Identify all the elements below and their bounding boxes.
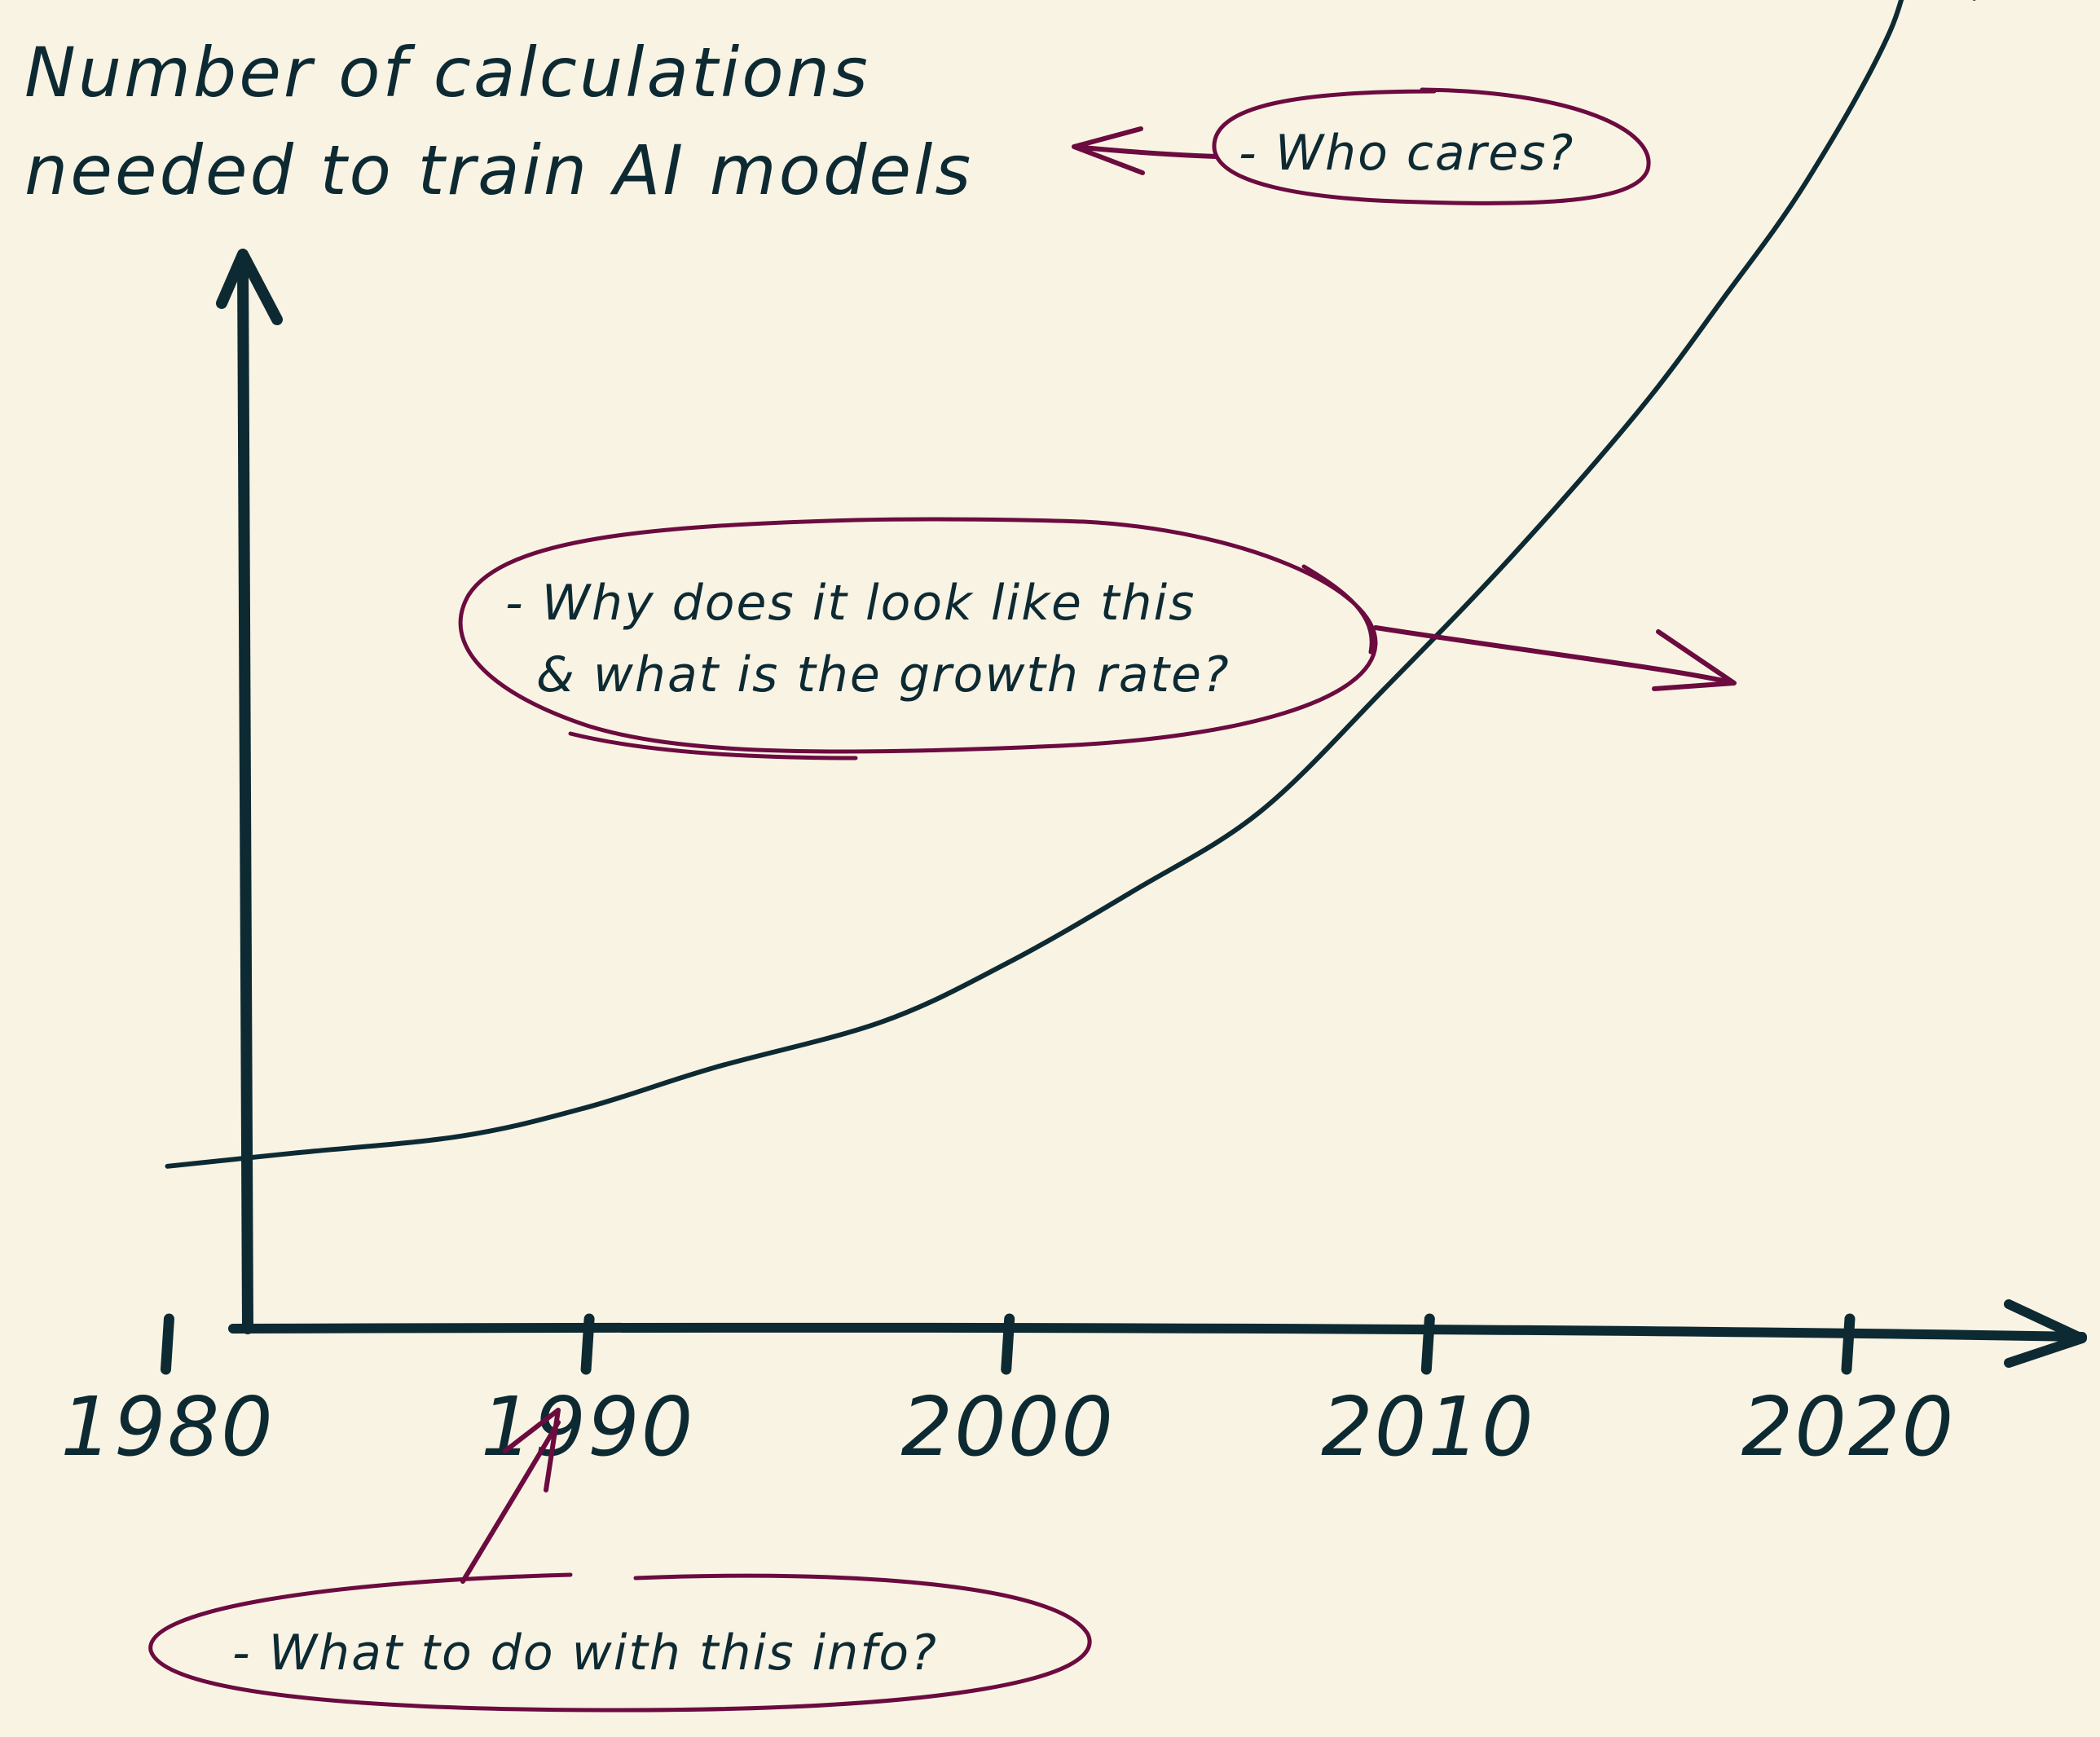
annotation-why-arrow [1373, 625, 1737, 691]
x-tick-2000 [1001, 1313, 1015, 1375]
x-tick-2010 [1420, 1313, 1435, 1375]
annotation-what-to-do-text: - What to do with this info? [232, 1625, 938, 1682]
annotation-who-cares-text: - Who cares? [1239, 125, 1574, 182]
annotation-what-to-do: - What to do with this info? [148, 1408, 1092, 1713]
annotation-why-line-2: & what is the growth rate? [536, 646, 1231, 703]
series-line [165, 0, 1976, 1169]
annotation-who-cares-arrow [1072, 126, 1218, 175]
y-axis-arrowhead [216, 249, 283, 325]
annotation-who-cares-ellipse [1212, 87, 1651, 205]
annotation-why-line-1: - Why does it look like this [505, 575, 1195, 632]
y-axis-line [237, 255, 253, 1334]
annotation-what-to-do-arrow [460, 1408, 561, 1584]
chart-title-line-2: needed to train AI models [24, 130, 973, 210]
x-tick-1990 [580, 1313, 595, 1375]
annotation-why: - Why does it look like this & what is t… [458, 517, 1737, 760]
x-tick-label-2020: 2020 [1741, 1379, 1956, 1475]
x-axis-line [228, 1322, 2087, 1342]
x-tick-label-2010: 2010 [1321, 1379, 1535, 1475]
x-tick-1980 [160, 1313, 174, 1375]
x-tick-label-1980: 1980 [60, 1379, 275, 1475]
x-tick-2020 [1841, 1313, 1856, 1375]
annotation-why-ellipse [458, 517, 1378, 760]
x-tick-label-2000: 2000 [900, 1379, 1115, 1475]
x-axis-arrowhead [2004, 1299, 2087, 1368]
x-ticks: 1980 1990 2000 2010 2020 [60, 1313, 1956, 1475]
annotation-who-cares: - Who cares? [1072, 87, 1651, 205]
x-tick-label-1990: 1990 [481, 1379, 695, 1475]
annotation-what-to-do-ellipse [148, 1572, 1092, 1713]
chart-title-line-1: Number of calculations [24, 33, 870, 112]
axes [216, 249, 2087, 1368]
chart-title: Number of calculations needed to train A… [24, 33, 973, 210]
